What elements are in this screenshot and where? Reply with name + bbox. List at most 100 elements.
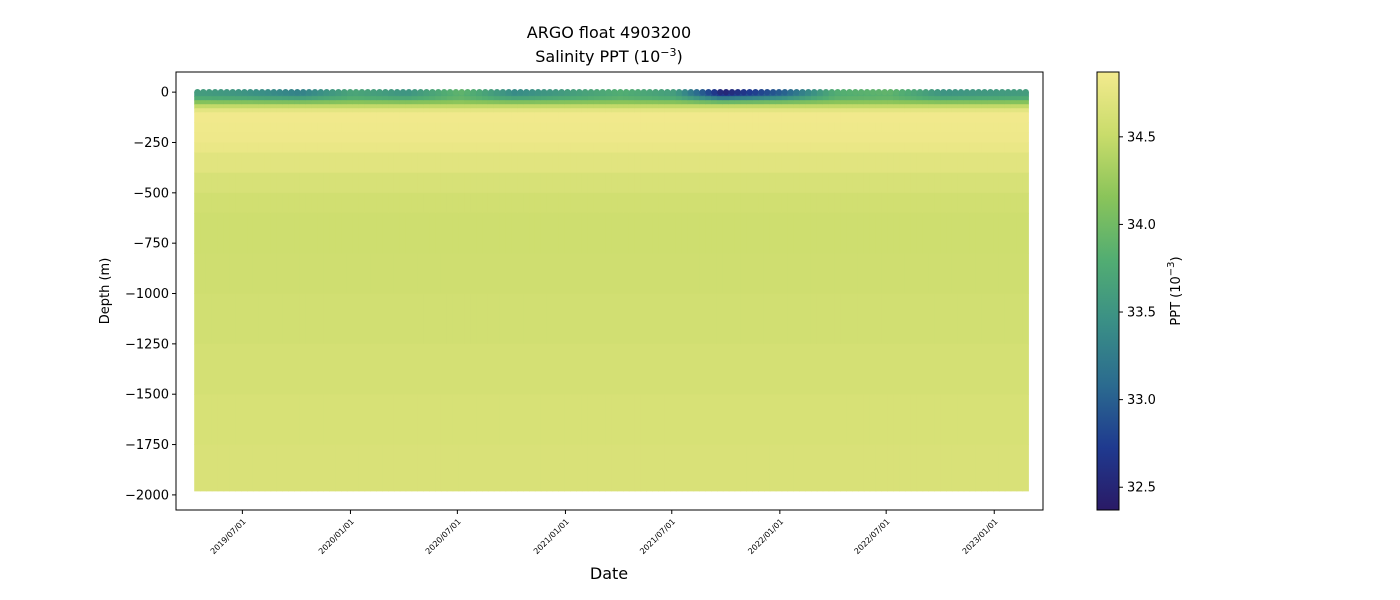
salinity-cell [205, 96, 213, 101]
salinity-cell [299, 293, 307, 345]
salinity-cell [822, 343, 830, 395]
salinity-cell [899, 293, 906, 345]
profile-column [675, 88, 683, 492]
salinity-cell [716, 112, 724, 123]
salinity-cell [223, 343, 231, 395]
profile-column [1010, 88, 1018, 492]
salinity-cell [211, 112, 219, 123]
salinity-cell [975, 132, 982, 143]
salinity-cell [364, 142, 372, 154]
salinity-cell [205, 142, 213, 154]
salinity-cell [487, 100, 495, 105]
salinity-cell [752, 253, 759, 295]
surface-point [775, 88, 783, 96]
salinity-cell [1016, 212, 1024, 254]
surface-point [728, 88, 736, 96]
surface-point [482, 88, 489, 96]
salinity-cell [482, 152, 489, 174]
salinity-cell [705, 212, 712, 254]
salinity-cell [993, 96, 1000, 101]
salinity-cell [1022, 212, 1029, 254]
salinity-cell [317, 394, 325, 446]
salinity-cell [311, 132, 319, 143]
salinity-cell [388, 343, 395, 395]
profile-column [857, 88, 865, 492]
salinity-cell [828, 172, 836, 194]
salinity-cell [752, 112, 759, 123]
salinity-cell [746, 152, 753, 174]
salinity-cell [781, 108, 789, 113]
salinity-cell [435, 343, 442, 395]
salinity-cell [687, 212, 695, 254]
salinity-cell [476, 444, 483, 492]
salinity-cell [346, 100, 354, 105]
salinity-cell [910, 253, 918, 295]
surface-point [452, 88, 460, 96]
salinity-cell [505, 253, 512, 295]
salinity-cell [429, 253, 436, 295]
salinity-cell [734, 172, 742, 194]
salinity-cell [435, 112, 442, 123]
salinity-cell [740, 152, 747, 174]
salinity-cell [323, 172, 330, 194]
salinity-cell [288, 132, 295, 143]
salinity-cell [223, 293, 231, 345]
salinity-cell [358, 96, 366, 101]
salinity-cell [805, 122, 812, 133]
salinity-cell [781, 192, 789, 214]
salinity-cell [511, 112, 518, 123]
profile-column [828, 88, 836, 492]
salinity-cell [981, 112, 988, 123]
salinity-cell [282, 444, 289, 492]
salinity-cell [405, 112, 413, 123]
salinity-cell [493, 212, 501, 254]
salinity-cell [364, 108, 372, 113]
salinity-cell [534, 394, 542, 446]
salinity-cell [728, 293, 736, 345]
salinity-cell [793, 253, 800, 295]
salinity-cell [781, 293, 789, 345]
salinity-cell [388, 142, 395, 154]
profile-column [341, 88, 348, 492]
salinity-cell [247, 192, 254, 214]
salinity-cell [1022, 343, 1029, 395]
salinity-cell [640, 293, 648, 345]
salinity-cell [646, 172, 653, 194]
salinity-cell [940, 100, 947, 105]
salinity-cell [928, 172, 935, 194]
salinity-cell [258, 172, 266, 194]
salinity-cell [746, 253, 753, 295]
salinity-cell [605, 142, 612, 154]
salinity-cell [570, 96, 577, 101]
salinity-cell [875, 108, 883, 113]
salinity-cell [904, 122, 912, 133]
salinity-cell [946, 293, 953, 345]
salinity-cell [505, 100, 512, 105]
salinity-cell [928, 152, 935, 174]
salinity-cell [687, 104, 695, 109]
salinity-cell [376, 142, 383, 154]
salinity-cell [264, 192, 272, 214]
salinity-cell [241, 122, 248, 133]
salinity-cell [640, 444, 648, 492]
salinity-cell [775, 104, 783, 109]
salinity-cell [910, 122, 918, 133]
profile-column [1022, 88, 1029, 492]
salinity-cell [529, 142, 536, 154]
surface-point [746, 88, 753, 96]
surface-point [675, 88, 683, 96]
salinity-cell [863, 212, 871, 254]
salinity-cell [417, 212, 424, 254]
salinity-cell [294, 212, 301, 254]
salinity-cell [810, 212, 818, 254]
salinity-cell [746, 108, 753, 113]
salinity-cell [605, 444, 612, 492]
salinity-cell [975, 122, 982, 133]
salinity-cell [781, 132, 789, 143]
salinity-cell [364, 104, 372, 109]
profile-column [376, 88, 383, 492]
salinity-cell [581, 122, 589, 133]
salinity-cell [393, 100, 401, 105]
salinity-cell [940, 96, 947, 101]
salinity-cell [646, 132, 653, 143]
